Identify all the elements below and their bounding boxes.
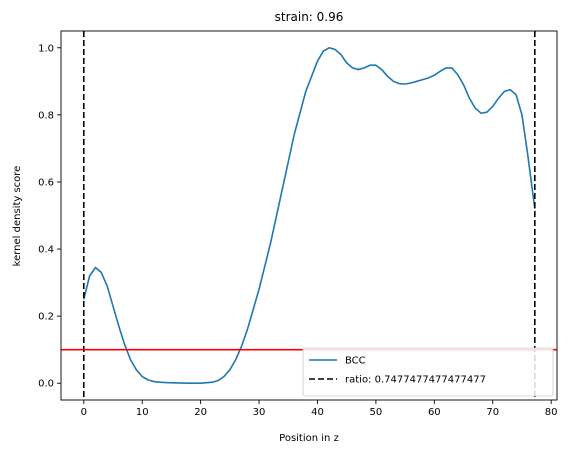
y-tick-label: 0.6 — [38, 177, 54, 188]
legend-label: ratio: 0.7477477477477477 — [345, 375, 486, 386]
y-tick-label: 0.4 — [38, 245, 54, 256]
x-tick-label: 20 — [194, 407, 207, 418]
y-tick-label: 0.2 — [38, 312, 54, 323]
y-axis: 0.0 0.2 0.4 0.6 0.8 1.0 — [38, 43, 61, 390]
x-axis-label: Position in z — [279, 433, 339, 444]
legend-box — [302, 347, 554, 397]
legend-label: BCC — [345, 356, 366, 367]
x-tick-label: 50 — [370, 407, 383, 418]
x-tick-label: 10 — [136, 407, 149, 418]
y-tick-label: 1.0 — [38, 43, 54, 54]
y-tick-label: 0.0 — [38, 379, 54, 390]
x-axis: 0 10 20 30 40 50 60 70 80 — [81, 400, 558, 418]
axes-frame — [60, 30, 558, 401]
x-tick-label: 80 — [545, 407, 558, 418]
x-tick-label: 0 — [81, 407, 87, 418]
series-line-bcc — [83, 46, 536, 385]
chart-title: strain: 0.96 — [275, 10, 344, 24]
plot-area — [60, 30, 558, 401]
y-tick-label: 0.8 — [38, 110, 54, 121]
x-tick-label: 70 — [486, 407, 499, 418]
x-tick-label: 30 — [253, 407, 266, 418]
plot-marks — [61, 31, 557, 400]
legend: BCC ratio: 0.7477477477477477 — [302, 347, 554, 397]
y-axis-label: kernel density score — [12, 166, 23, 267]
x-tick-label: 60 — [428, 407, 441, 418]
x-tick-label: 40 — [311, 407, 324, 418]
